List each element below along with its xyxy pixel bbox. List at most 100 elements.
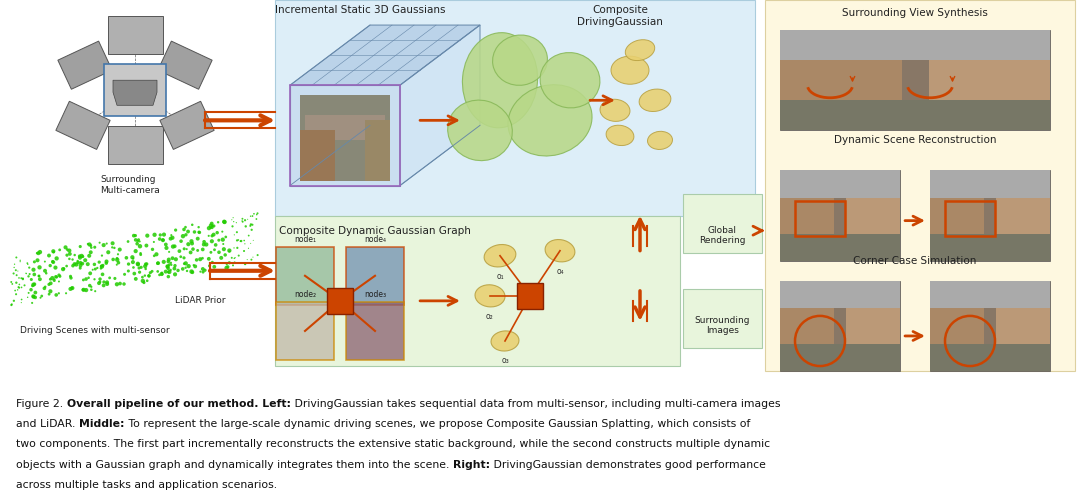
Point bbox=[109, 256, 126, 264]
Point bbox=[77, 256, 94, 264]
Point bbox=[224, 222, 241, 230]
Point bbox=[240, 232, 257, 240]
Point bbox=[159, 262, 176, 270]
Point bbox=[51, 271, 68, 279]
Point bbox=[240, 245, 257, 252]
Point bbox=[124, 253, 141, 261]
Point bbox=[51, 246, 68, 254]
Point bbox=[170, 266, 187, 274]
FancyBboxPatch shape bbox=[305, 115, 384, 141]
Point bbox=[42, 287, 59, 295]
Point bbox=[173, 237, 190, 245]
Point bbox=[79, 260, 96, 268]
Point bbox=[244, 253, 261, 261]
Point bbox=[17, 269, 35, 277]
Point bbox=[51, 272, 68, 280]
FancyBboxPatch shape bbox=[930, 344, 1050, 371]
Point bbox=[219, 263, 237, 271]
FancyBboxPatch shape bbox=[929, 60, 1050, 100]
Point bbox=[72, 259, 90, 267]
Point bbox=[38, 269, 55, 277]
Point bbox=[24, 299, 41, 307]
Point bbox=[186, 228, 203, 236]
Point bbox=[124, 258, 141, 266]
Point bbox=[166, 243, 184, 250]
Point bbox=[211, 236, 228, 244]
Point bbox=[37, 283, 54, 291]
Point bbox=[75, 276, 92, 284]
Ellipse shape bbox=[508, 85, 592, 156]
Point bbox=[195, 241, 213, 248]
Point bbox=[138, 260, 156, 268]
Point bbox=[229, 244, 246, 252]
Text: o₁: o₁ bbox=[496, 272, 503, 281]
Point bbox=[161, 268, 178, 276]
Point bbox=[136, 272, 153, 280]
Point bbox=[95, 278, 112, 286]
Point bbox=[161, 261, 178, 269]
Point bbox=[51, 278, 68, 286]
Point bbox=[17, 270, 35, 278]
Point bbox=[202, 222, 219, 230]
Point bbox=[144, 267, 161, 275]
FancyBboxPatch shape bbox=[108, 126, 162, 164]
Point bbox=[149, 259, 166, 267]
Point bbox=[62, 272, 79, 280]
Text: node₂: node₂ bbox=[294, 290, 316, 299]
FancyBboxPatch shape bbox=[780, 30, 1050, 60]
Point bbox=[2, 278, 19, 286]
Point bbox=[81, 282, 98, 290]
FancyBboxPatch shape bbox=[780, 100, 1050, 130]
Point bbox=[218, 260, 235, 268]
Point bbox=[73, 260, 91, 268]
Point bbox=[136, 262, 153, 270]
Point bbox=[19, 294, 37, 301]
FancyBboxPatch shape bbox=[327, 288, 353, 314]
Point bbox=[32, 294, 50, 301]
Text: DrivingGaussian demonstrates good performance: DrivingGaussian demonstrates good perfor… bbox=[490, 459, 766, 470]
Point bbox=[185, 245, 202, 253]
Point bbox=[75, 286, 92, 294]
Point bbox=[9, 286, 26, 294]
Point bbox=[37, 257, 54, 265]
Point bbox=[110, 259, 127, 267]
Point bbox=[66, 260, 83, 268]
Point bbox=[99, 248, 117, 256]
Point bbox=[95, 241, 112, 249]
Ellipse shape bbox=[606, 125, 634, 146]
Point bbox=[239, 255, 256, 263]
Point bbox=[66, 251, 83, 259]
Point bbox=[94, 261, 111, 269]
Point bbox=[138, 277, 156, 285]
Point bbox=[84, 266, 102, 274]
Point bbox=[146, 231, 163, 239]
Point bbox=[68, 260, 85, 268]
Point bbox=[21, 270, 38, 278]
Ellipse shape bbox=[540, 52, 599, 108]
Point bbox=[72, 260, 90, 268]
Point bbox=[54, 265, 71, 273]
Point bbox=[244, 212, 261, 220]
Point bbox=[130, 260, 147, 268]
Ellipse shape bbox=[492, 35, 548, 85]
Point bbox=[111, 280, 129, 288]
Point bbox=[95, 282, 112, 290]
Point bbox=[184, 268, 201, 276]
Point bbox=[3, 280, 21, 288]
Point bbox=[44, 258, 62, 266]
Point bbox=[5, 269, 23, 277]
Point bbox=[97, 259, 114, 267]
Polygon shape bbox=[291, 85, 400, 186]
Point bbox=[89, 264, 106, 272]
Point bbox=[238, 222, 255, 230]
Point bbox=[60, 247, 78, 254]
Point bbox=[44, 257, 62, 265]
Point bbox=[171, 247, 188, 255]
Point bbox=[45, 275, 63, 283]
Point bbox=[75, 252, 92, 260]
Point bbox=[13, 298, 30, 306]
Point bbox=[98, 257, 116, 265]
Point bbox=[91, 239, 108, 247]
Point bbox=[10, 267, 27, 275]
Point bbox=[226, 244, 243, 252]
